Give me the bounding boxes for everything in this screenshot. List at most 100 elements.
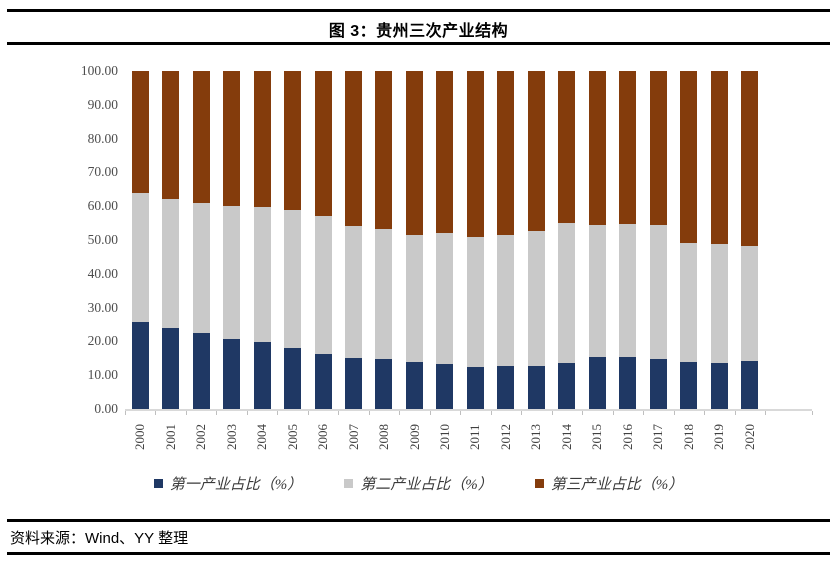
x-axis-tick [612,411,614,415]
bar-segment-secondary [375,229,393,360]
x-tick-label: 2012 [497,424,513,450]
bar-segment-secondary [253,206,271,343]
bar-2013 [521,71,551,409]
y-tick-label: 30.00 [87,299,118,315]
top-rule [7,9,830,12]
bar-2009 [399,71,429,409]
x-axis-tick [765,411,766,415]
bar-segment-tertiary [162,71,180,200]
bar-segment-tertiary [131,71,149,194]
bar-2018 [673,71,703,409]
x-axis-tick [277,411,279,415]
legend-item-primary: 第一产业占比（%） [153,473,303,494]
bar-segment-primary [527,366,545,409]
x-axis-tick [521,411,523,415]
legend-label: 第一产业占比（%） [169,477,303,493]
x-axis-tick [307,411,309,415]
x-axis-tick [216,411,218,415]
figure-title: 图 3：贵州三次产业结构 [328,23,509,40]
source-note: 资料来源：Wind、YY 整理 [10,530,189,547]
x-axis-tick [185,411,187,415]
bar-segment-primary [314,354,332,409]
bar-segment-primary [619,356,637,409]
x-axis-tick [673,411,675,415]
bar-segment-tertiary [649,71,667,226]
x-tick-label: 2020 [741,424,757,450]
bar-2005 [277,71,307,409]
bar-2019 [704,71,734,409]
bar-segment-secondary [192,203,210,334]
x-tick-label: 2005 [284,424,300,450]
bar-segment-secondary [162,199,180,329]
bar-segment-secondary [405,235,423,363]
bar-segment-tertiary [558,71,576,224]
bar-2016 [613,71,643,409]
legend-item-secondary: 第二产业占比（%） [344,473,493,494]
x-axis-tick [399,411,401,415]
bar-2010 [430,71,460,409]
bar-2020 [734,71,764,409]
x-axis-tick [643,411,645,415]
plot-area [125,71,765,409]
bar-2014 [552,71,582,409]
bar-segment-secondary [588,225,606,358]
y-tick-label: 100.00 [80,63,118,78]
bar-segment-tertiary [284,71,302,210]
x-axis-tick [338,411,340,415]
bar-segment-secondary [131,193,149,323]
x-axis-tick [582,411,584,415]
x-tick-label: 2016 [619,424,635,450]
legend-label: 第三产业占比（%） [550,477,684,493]
bar-segment-tertiary [345,71,363,226]
x-tick-label: 2007 [345,424,361,450]
bar-2011 [460,71,490,409]
bar-2001 [155,71,185,409]
y-tick-label: 0.00 [94,401,118,416]
x-tick-label: 2003 [223,424,239,450]
bar-segment-secondary [649,225,667,360]
legend-item-tertiary: 第三产业占比（%） [534,473,684,494]
x-tick-label: 2018 [680,424,696,450]
bar-segment-primary [741,361,759,409]
x-tick-label: 2009 [406,424,422,450]
bar-segment-tertiary [527,71,545,231]
x-axis-tick [812,411,813,415]
bar-segment-tertiary [405,71,423,236]
bar-segment-primary [345,358,363,409]
legend-swatch-icon [153,479,163,488]
x-axis-tick [734,411,736,415]
footer-bottom-rule [7,552,830,555]
bar-segment-primary [253,342,271,409]
bar-2003 [216,71,246,409]
bar-segment-primary [131,322,149,409]
bar-segment-primary [649,359,667,409]
bar-2004 [247,71,277,409]
bar-segment-secondary [497,234,515,366]
chart-legend: 第一产业占比（%） 第二产业占比（%） 第三产业占比（%） [0,473,837,494]
bar-segment-tertiary [497,71,515,235]
bar-2007 [338,71,368,409]
legend-label: 第二产业占比（%） [360,477,493,493]
y-tick-label: 90.00 [87,96,118,112]
bar-2017 [643,71,673,409]
y-tick-label: 70.00 [87,164,118,180]
x-axis-tick [460,411,462,415]
footer-top-rule [7,519,830,522]
bar-segment-primary [192,333,210,409]
bar-segment-secondary [680,242,698,363]
legend-swatch-icon [534,479,544,488]
bar-segment-primary [436,364,454,409]
bar-segment-secondary [741,245,759,362]
bar-segment-tertiary [223,71,241,206]
bar-segment-tertiary [192,71,210,204]
bar-segment-tertiary [314,71,332,217]
x-tick-label: 2019 [711,424,727,450]
bar-segment-secondary [558,223,576,363]
x-axis-tick [429,411,431,415]
bar-segment-primary [710,363,728,409]
bar-segment-primary [223,339,241,409]
x-tick-label: 2011 [467,424,483,450]
x-tick-label: 2015 [589,424,605,450]
x-axis-tick [155,411,157,415]
